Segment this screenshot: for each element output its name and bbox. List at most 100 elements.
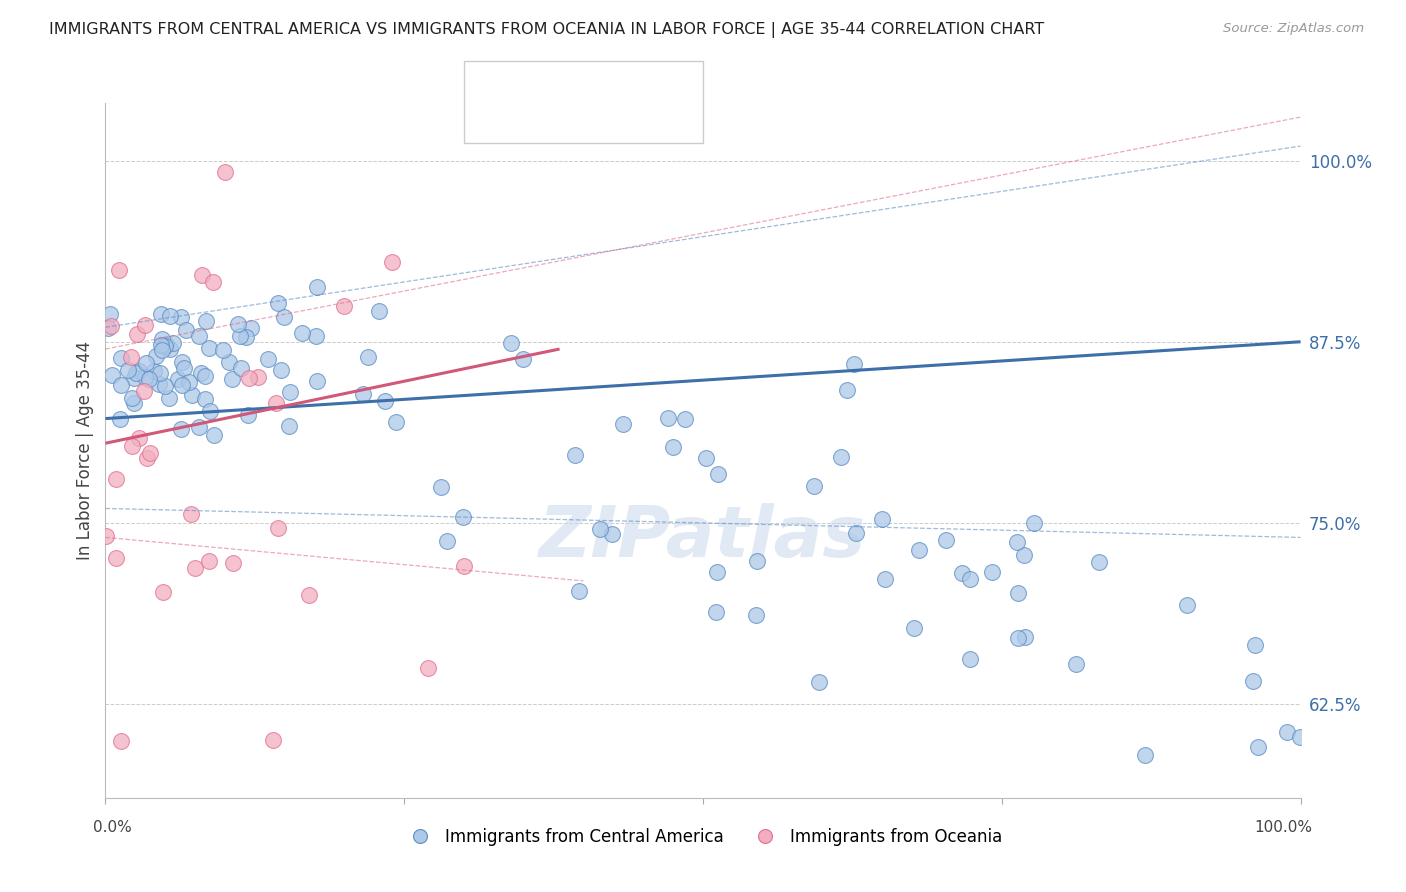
Y-axis label: In Labor Force | Age 35-44: In Labor Force | Age 35-44 — [76, 341, 94, 560]
Point — [153, 339, 176, 353]
Point — [108, 412, 131, 426]
Point — [1005, 534, 1028, 549]
Point — [96, 529, 118, 543]
Text: N =: N = — [591, 105, 638, 123]
Point — [453, 559, 475, 574]
Point — [229, 360, 252, 375]
Text: ZIPatlas: ZIPatlas — [540, 503, 866, 572]
Text: N =: N = — [591, 72, 638, 90]
Text: Source: ZipAtlas.com: Source: ZipAtlas.com — [1223, 22, 1364, 36]
Point — [167, 372, 190, 386]
Point — [150, 332, 173, 346]
Point — [980, 565, 1002, 579]
Point — [195, 314, 218, 328]
Point — [307, 374, 329, 388]
Point — [100, 307, 122, 321]
Point — [568, 584, 591, 599]
Point — [159, 342, 181, 356]
Point — [194, 392, 217, 406]
Point — [157, 392, 180, 406]
Point — [1007, 632, 1029, 646]
Point — [374, 393, 396, 408]
Point — [307, 280, 329, 294]
Point — [174, 323, 197, 337]
Point — [381, 255, 404, 269]
Point — [110, 378, 132, 392]
Point — [235, 329, 257, 343]
Point — [959, 651, 981, 665]
Point — [262, 733, 284, 747]
Point — [1014, 548, 1036, 562]
Point — [830, 450, 852, 464]
Point — [173, 360, 195, 375]
Point — [148, 377, 170, 392]
Point — [803, 479, 825, 493]
Point — [1243, 639, 1265, 653]
Point — [122, 396, 145, 410]
Point — [745, 608, 768, 623]
Point — [190, 366, 212, 380]
Point — [662, 440, 685, 454]
Point — [236, 408, 259, 422]
Point — [162, 336, 184, 351]
Text: 122: 122 — [636, 72, 671, 90]
Point — [1088, 556, 1111, 570]
Point — [121, 391, 143, 405]
Point — [228, 329, 250, 343]
Text: 0.098: 0.098 — [543, 105, 595, 123]
Point — [136, 451, 159, 466]
Point — [180, 507, 202, 521]
Point — [150, 337, 173, 351]
Point — [155, 337, 177, 351]
Point — [1024, 516, 1046, 530]
Point — [807, 674, 830, 689]
Point — [600, 526, 623, 541]
Point — [134, 318, 156, 332]
Point — [1007, 586, 1029, 600]
Point — [194, 369, 217, 384]
Point — [564, 448, 586, 462]
Point — [333, 298, 356, 313]
Point — [135, 356, 157, 370]
Point — [170, 377, 193, 392]
Text: R =: R = — [510, 72, 547, 90]
Point — [1175, 598, 1198, 612]
Point — [198, 554, 221, 568]
Point — [180, 388, 202, 402]
Point — [835, 383, 858, 397]
Point — [657, 410, 679, 425]
Point — [240, 320, 263, 334]
Point — [612, 417, 634, 431]
Text: 32: 32 — [636, 105, 659, 123]
Point — [959, 572, 981, 586]
Point — [903, 621, 925, 635]
Point — [1133, 747, 1156, 762]
Point — [125, 326, 148, 341]
Point — [907, 543, 929, 558]
Point — [104, 551, 127, 566]
Point — [589, 522, 612, 536]
Point — [842, 357, 865, 371]
Point — [121, 439, 143, 453]
Point — [170, 355, 193, 369]
Legend: Immigrants from Central America, Immigrants from Oceania: Immigrants from Central America, Immigra… — [396, 822, 1010, 853]
Point — [368, 304, 391, 318]
Point — [212, 343, 235, 358]
Point — [673, 412, 696, 426]
Point — [153, 378, 176, 392]
Point — [430, 480, 453, 494]
Point — [125, 366, 148, 380]
Point — [188, 419, 211, 434]
Point — [1014, 630, 1036, 644]
Point — [512, 351, 534, 366]
Point — [159, 309, 181, 323]
Point — [222, 556, 245, 570]
Point — [142, 364, 165, 378]
Point — [104, 472, 127, 486]
Point — [200, 404, 222, 418]
Point — [1288, 730, 1310, 744]
Point — [170, 310, 193, 324]
Point — [228, 318, 250, 332]
Point — [1064, 657, 1087, 671]
Point — [264, 396, 287, 410]
